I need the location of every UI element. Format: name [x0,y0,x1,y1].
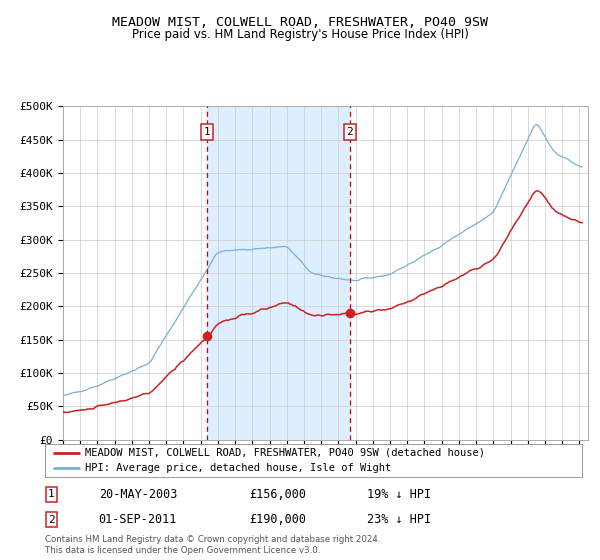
Text: HPI: Average price, detached house, Isle of Wight: HPI: Average price, detached house, Isle… [85,463,392,473]
Text: £156,000: £156,000 [249,488,306,501]
Text: MEADOW MIST, COLWELL ROAD, FRESHWATER, PO40 9SW: MEADOW MIST, COLWELL ROAD, FRESHWATER, P… [112,16,488,29]
Text: £190,000: £190,000 [249,513,306,526]
Text: 19% ↓ HPI: 19% ↓ HPI [367,488,431,501]
Text: 1: 1 [204,127,211,137]
Text: Contains HM Land Registry data © Crown copyright and database right 2024.
This d: Contains HM Land Registry data © Crown c… [45,535,380,555]
Text: 2: 2 [48,515,55,525]
Text: Price paid vs. HM Land Registry's House Price Index (HPI): Price paid vs. HM Land Registry's House … [131,28,469,41]
Text: 2: 2 [347,127,353,137]
Bar [207,106,350,440]
Text: MEADOW MIST, COLWELL ROAD, FRESHWATER, PO40 9SW (detached house): MEADOW MIST, COLWELL ROAD, FRESHWATER, P… [85,447,485,458]
Text: 20-MAY-2003: 20-MAY-2003 [98,488,177,501]
Text: 01-SEP-2011: 01-SEP-2011 [98,513,177,526]
Text: 1: 1 [48,489,55,500]
Text: 23% ↓ HPI: 23% ↓ HPI [367,513,431,526]
